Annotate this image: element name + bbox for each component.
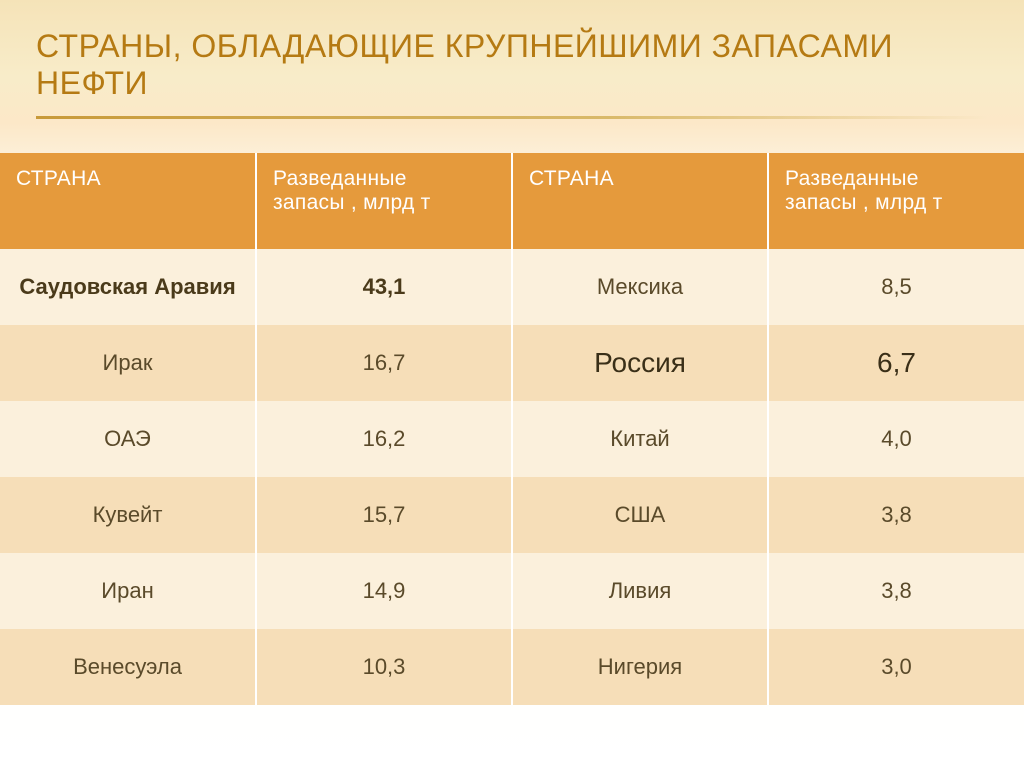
cell-country-right: Россия	[512, 325, 768, 401]
cell-country-right: США	[512, 477, 768, 553]
col-header-label-line1: Разведанные	[785, 167, 1008, 191]
col-header-label-line2: запасы , млрд т	[785, 191, 1008, 215]
cell-reserves-left: 10,3	[256, 629, 512, 705]
cell-country-left: ОАЭ	[0, 401, 256, 477]
cell-country-right: Ливия	[512, 553, 768, 629]
cell-country-right: Китай	[512, 401, 768, 477]
cell-reserves-left: 14,9	[256, 553, 512, 629]
table-header-row: Страна Разведанные запасы , млрд т Стран…	[0, 153, 1024, 249]
table-row: Саудовская Аравия 43,1 Мексика 8,5	[0, 249, 1024, 325]
cell-country-right: Нигерия	[512, 629, 768, 705]
title-underline	[36, 116, 988, 119]
cell-country-left: Кувейт	[0, 477, 256, 553]
col-header-label-line2: запасы , млрд т	[273, 191, 495, 215]
cell-country-left: Венесуэла	[0, 629, 256, 705]
cell-reserves-right: 8,5	[768, 249, 1024, 325]
cell-reserves-right: 3,8	[768, 553, 1024, 629]
col-header-reserves-right: Разведанные запасы , млрд т	[768, 153, 1024, 249]
cell-reserves-left: 15,7	[256, 477, 512, 553]
slide-title-block: Страны, обладающие крупнейшими запасами …	[0, 0, 1024, 129]
table-container: Страна Разведанные запасы , млрд т Стран…	[0, 129, 1024, 705]
col-header-country-left: Страна	[0, 153, 256, 249]
table-row: Кувейт 15,7 США 3,8	[0, 477, 1024, 553]
col-header-country-right: Страна	[512, 153, 768, 249]
cell-country-left: Иран	[0, 553, 256, 629]
table-row: Иран 14,9 Ливия 3,8	[0, 553, 1024, 629]
slide-title: Страны, обладающие крупнейшими запасами …	[36, 28, 988, 102]
col-header-label: Страна	[529, 167, 614, 190]
cell-country-right: Мексика	[512, 249, 768, 325]
col-header-label-line1: Разведанные	[273, 167, 495, 191]
cell-reserves-left: 43,1	[256, 249, 512, 325]
cell-reserves-right: 3,8	[768, 477, 1024, 553]
table-row: Ирак 16,7 Россия 6,7	[0, 325, 1024, 401]
table-row: Венесуэла 10,3 Нигерия 3,0	[0, 629, 1024, 705]
cell-reserves-right: 6,7	[768, 325, 1024, 401]
cell-reserves-left: 16,7	[256, 325, 512, 401]
cell-reserves-right: 3,0	[768, 629, 1024, 705]
cell-country-left: Ирак	[0, 325, 256, 401]
oil-reserves-table: Страна Разведанные запасы , млрд т Стран…	[0, 153, 1024, 705]
col-header-label: Страна	[16, 167, 101, 190]
table-row: ОАЭ 16,2 Китай 4,0	[0, 401, 1024, 477]
cell-country-left: Саудовская Аравия	[0, 249, 256, 325]
col-header-reserves-left: Разведанные запасы , млрд т	[256, 153, 512, 249]
cell-reserves-left: 16,2	[256, 401, 512, 477]
cell-reserves-right: 4,0	[768, 401, 1024, 477]
